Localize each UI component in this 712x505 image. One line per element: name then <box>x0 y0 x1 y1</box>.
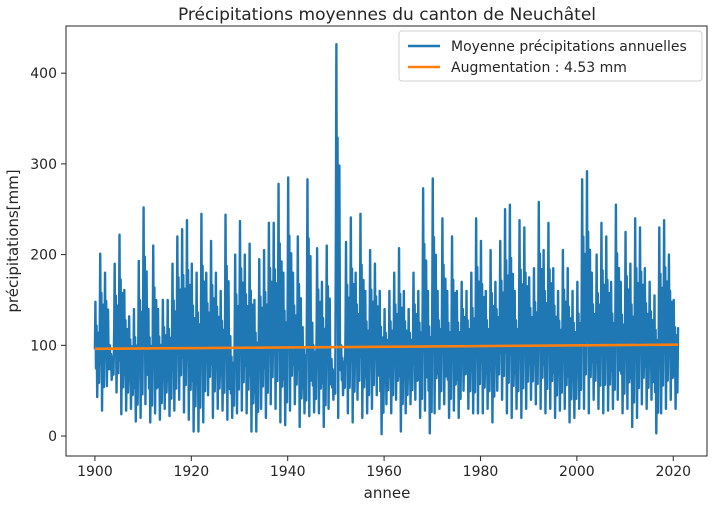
chart-title: Précipitations moyennes du canton de Neu… <box>178 5 596 25</box>
series-line-trend <box>94 343 679 351</box>
x-tick-label: 1960 <box>366 464 402 480</box>
x-tick-label: 1920 <box>173 464 209 480</box>
x-tick-label: 2020 <box>655 464 691 480</box>
legend: Moyenne précipitations annuelles Augment… <box>398 30 703 82</box>
y-tick-label: 400 <box>30 66 57 82</box>
y-axis-label: précipitations[mm] <box>4 169 22 312</box>
legend-label-series-2: Augmentation : 4.53 mm <box>451 60 627 76</box>
x-tick-label: 1980 <box>463 464 499 480</box>
series-line-annual-precipitation <box>93 42 680 436</box>
x-tick-label: 1940 <box>270 464 306 480</box>
x-axis: 1900 1920 1940 1960 1980 2000 2020 <box>77 456 691 480</box>
y-tick-label: 200 <box>30 248 57 264</box>
series-trend <box>94 343 679 351</box>
legend-box <box>398 30 703 82</box>
y-axis: 0 100 200 300 400 <box>30 66 66 445</box>
series-annual-precipitation <box>93 42 680 436</box>
y-tick-label: 300 <box>30 157 57 173</box>
plot-area <box>65 25 708 457</box>
y-tick-label: 100 <box>30 338 57 354</box>
x-tick-label: 2000 <box>559 464 595 480</box>
y-tick-label: 0 <box>48 429 57 445</box>
legend-label-series-1: Moyenne précipitations annuelles <box>451 39 687 55</box>
x-tick-label: 1900 <box>77 464 113 480</box>
x-axis-label: annee <box>364 484 411 502</box>
